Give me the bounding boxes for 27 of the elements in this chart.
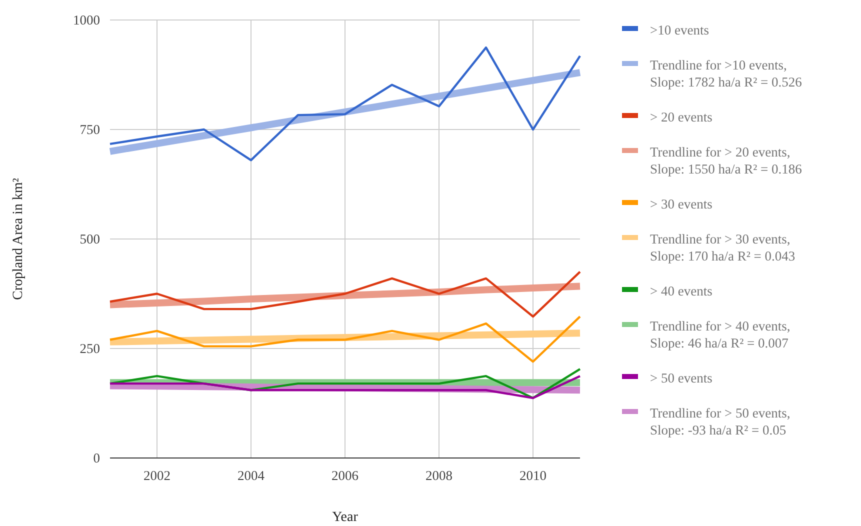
line-series [108,315,582,363]
y-tick-label: 1000 [73,12,100,28]
x-axis-title: Year [332,510,358,525]
y-axis-title: Cropland Area in km² [11,178,26,300]
y-tick-label: 250 [80,341,100,356]
line-series [108,270,582,318]
legend-label: Trendline for > 20 events, Slope: 1550 ha/a R² = 0.186 [650,144,802,176]
line-series [108,374,582,400]
legend-label: Trendline for > 40 events, Slope: 46 ha/a R² = 0.007 [650,318,790,350]
legend-label: > 50 events [650,370,712,386]
x-tick-label: 2006 [332,468,359,483]
legend-label: > 30 events [650,196,712,212]
legend-label: Trendline for >10 events, Slope: 1782 ha/a R² = 0.526 [650,58,802,90]
x-tick-label: 2002 [144,468,170,483]
line-series [108,46,582,162]
x-tick-label: 2008 [426,468,453,483]
legend-label: Trendline for > 50 events, Slope: -93 ha/a R² = 0.05 [650,406,790,438]
legend-label: Trendline for > 30 events, Slope: 170 ha/a R² = 0.043 [650,232,796,264]
legend-label: >10 events [650,22,709,38]
legend-label: > 20 events [650,110,712,124]
line-series [108,368,582,400]
x-tick-label: 2010 [520,468,547,483]
x-tick-label: 2004 [238,468,265,483]
y-tick-label: 0 [93,450,100,466]
y-tick-label: 750 [80,122,100,138]
legend-label: > 40 events [650,284,712,298]
y-tick-label: 500 [80,232,100,247]
